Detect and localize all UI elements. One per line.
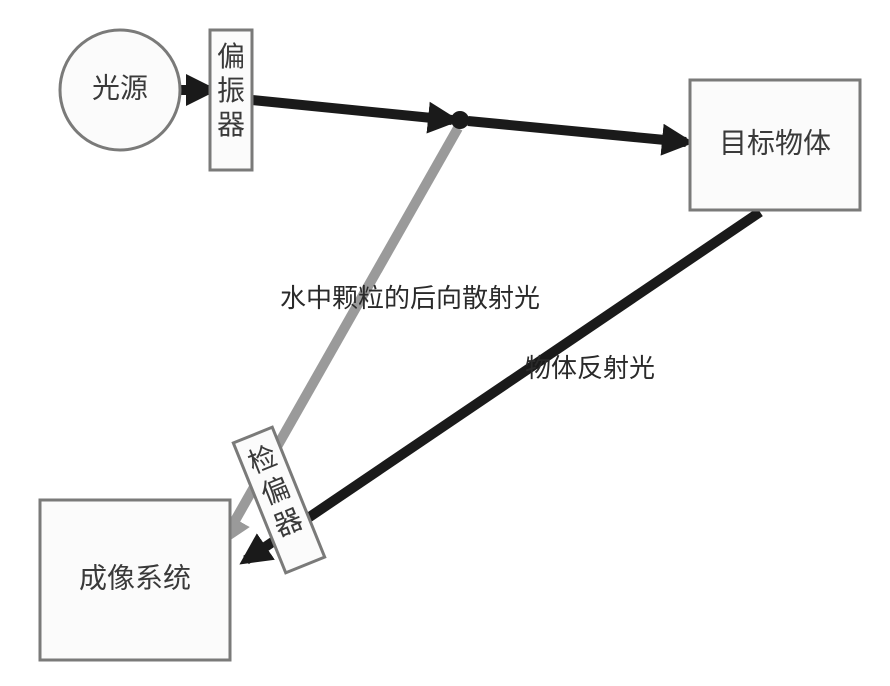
- scatter-point: [451, 111, 469, 129]
- edge-label-scatter_to_imager: 水中颗粒的后向散射光: [280, 283, 540, 313]
- edge-scatter_to_tgt: [468, 121, 686, 142]
- node-target: 目标物体: [690, 80, 860, 210]
- edge-tgt_to_imager: 物体反射光: [246, 212, 760, 560]
- node-polarizer: 偏振器: [210, 30, 252, 170]
- node-label-source: 光源: [92, 72, 148, 103]
- node-label-imager: 成像系统: [79, 562, 191, 593]
- node-source: 光源: [60, 30, 180, 150]
- edge-pol_to_scatter: [252, 100, 452, 120]
- node-label-polarizer: 偏振器: [217, 41, 245, 140]
- node-imager: 成像系统: [40, 500, 230, 660]
- node-label-target: 目标物体: [719, 127, 831, 158]
- edge-label-tgt_to_imager: 物体反射光: [525, 353, 655, 383]
